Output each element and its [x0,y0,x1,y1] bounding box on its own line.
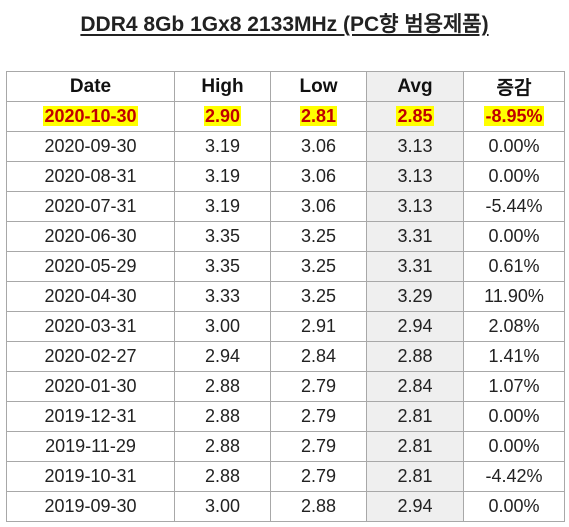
cell-low: 3.06 [270,161,367,192]
table-row: 2019-11-29 2.88 2.79 2.81 0.00% [6,431,565,462]
cell-change: 0.61% [463,251,565,282]
table-row: 2020-08-31 3.19 3.06 3.13 0.00% [6,161,565,192]
table-row: 2020-04-30 3.33 3.25 3.29 11.90% [6,281,565,312]
cell-change: 0.00% [463,431,565,462]
cell-high: 3.19 [174,161,271,192]
cell-high: 3.33 [174,281,271,312]
cell-change: -5.44% [463,191,565,222]
cell-avg: 2.81 [366,431,464,462]
cell-date: 2019-11-29 [6,431,175,462]
cell-change-text: -8.95% [484,106,544,126]
table-row: 2020-07-31 3.19 3.06 3.13 -5.44% [6,191,565,222]
cell-low: 3.06 [270,191,367,222]
cell-date: 2020-01-30 [6,371,175,402]
table-row: 2020-05-29 3.35 3.25 3.31 0.61% [6,251,565,282]
cell-low: 3.06 [270,131,367,162]
cell-change: 0.00% [463,491,565,522]
cell-date-text: 2020-10-30 [43,106,138,126]
cell-avg: 2.81 [366,401,464,432]
cell-date: 2020-08-31 [6,161,175,192]
cell-change: 0.00% [463,131,565,162]
table-row: 2019-12-31 2.88 2.79 2.81 0.00% [6,401,565,432]
cell-date: 2020-10-30 [6,101,175,132]
cell-change: 0.00% [463,221,565,252]
cell-high: 3.19 [174,131,271,162]
header-change: 증감 [463,71,565,102]
cell-date: 2019-12-31 [6,401,175,432]
cell-date: 2019-10-31 [6,461,175,492]
highlight-row: 2020-10-30 2.90 2.81 2.85 -8.95% [6,101,565,132]
cell-date: 2020-03-31 [6,311,175,342]
cell-high: 2.88 [174,401,271,432]
cell-date: 2020-04-30 [6,281,175,312]
cell-high-text: 2.90 [203,106,242,126]
header-low: Low [270,71,367,102]
header-row: Date High Low Avg 증감 [6,71,565,102]
page-title: DDR4 8Gb 1Gx8 2133MHz (PC향 범용제품) [80,13,489,36]
cell-avg: 2.84 [366,371,464,402]
cell-avg: 3.13 [366,131,464,162]
cell-low: 2.79 [270,401,367,432]
cell-low: 3.25 [270,281,367,312]
table-row: 2020-09-30 3.19 3.06 3.13 0.00% [6,131,565,162]
cell-high: 2.88 [174,371,271,402]
table-row: 2020-02-27 2.94 2.84 2.88 1.41% [6,341,565,372]
cell-high: 2.94 [174,341,271,372]
cell-change: 11.90% [463,281,565,312]
cell-change: -4.42% [463,461,565,492]
table-row: 2020-06-30 3.35 3.25 3.31 0.00% [6,221,565,252]
cell-date: 2020-02-27 [6,341,175,372]
cell-avg: 3.13 [366,191,464,222]
cell-date: 2020-07-31 [6,191,175,222]
cell-low: 2.79 [270,371,367,402]
cell-avg: 2.94 [366,311,464,342]
cell-avg: 3.29 [366,281,464,312]
cell-low: 2.91 [270,311,367,342]
cell-low: 2.79 [270,461,367,492]
table-row: 2020-03-31 3.00 2.91 2.94 2.08% [6,311,565,342]
header-high: High [174,71,271,102]
cell-high: 3.19 [174,191,271,222]
cell-high: 3.00 [174,311,271,342]
cell-change: 2.08% [463,311,565,342]
cell-high: 2.90 [174,101,271,132]
cell-avg: 2.94 [366,491,464,522]
cell-change: 1.07% [463,371,565,402]
cell-high: 2.88 [174,461,271,492]
cell-change: 1.41% [463,341,565,372]
header-avg: Avg [366,71,464,102]
table-row: 2019-09-30 3.00 2.88 2.94 0.00% [6,491,565,522]
cell-low: 2.88 [270,491,367,522]
cell-low: 3.25 [270,251,367,282]
cell-low: 3.25 [270,221,367,252]
table-row: 2020-01-30 2.88 2.79 2.84 1.07% [6,371,565,402]
cell-change: -8.95% [463,101,565,132]
cell-change: 0.00% [463,161,565,192]
cell-avg: 3.31 [366,251,464,282]
cell-avg: 2.81 [366,461,464,492]
cell-low-text: 2.81 [299,106,338,126]
cell-high: 3.00 [174,491,271,522]
cell-high: 2.88 [174,431,271,462]
cell-date: 2020-09-30 [6,131,175,162]
cell-avg: 2.88 [366,341,464,372]
cell-date: 2020-05-29 [6,251,175,282]
cell-low: 2.84 [270,341,367,372]
cell-change: 0.00% [463,401,565,432]
cell-avg: 3.13 [366,161,464,192]
cell-avg: 2.85 [366,101,464,132]
cell-date: 2020-06-30 [6,221,175,252]
cell-low: 2.79 [270,431,367,462]
table-row: 2019-10-31 2.88 2.79 2.81 -4.42% [6,461,565,492]
price-table: Date High Low Avg 증감 2020-10-30 2.90 2.8… [6,71,565,522]
cell-low: 2.81 [270,101,367,132]
cell-avg-text: 2.85 [396,106,434,126]
cell-date: 2019-09-30 [6,491,175,522]
cell-high: 3.35 [174,251,271,282]
cell-avg: 3.31 [366,221,464,252]
header-date: Date [6,71,175,102]
cell-high: 3.35 [174,221,271,252]
